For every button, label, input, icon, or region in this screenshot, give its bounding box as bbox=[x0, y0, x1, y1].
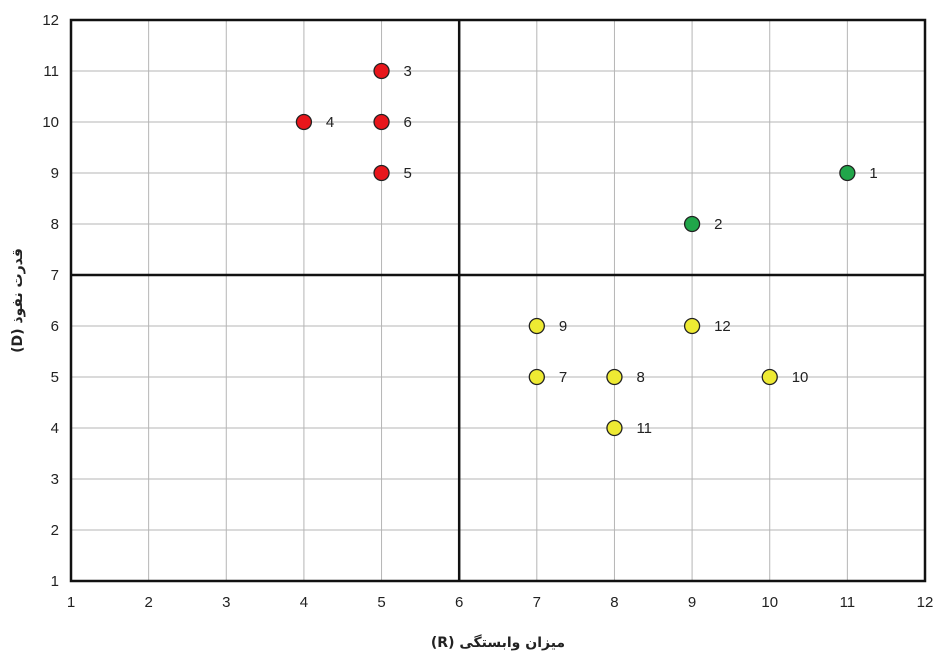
y-tick-label: 10 bbox=[42, 114, 59, 131]
y-tick-label: 8 bbox=[51, 216, 59, 233]
y-tick-label: 3 bbox=[51, 471, 59, 488]
data-point bbox=[295, 113, 313, 131]
x-tick-label: 4 bbox=[300, 594, 308, 611]
x-tick-labels: 1 2 3 4 5 6 7 8 9 10 11 12 bbox=[67, 594, 934, 611]
y-tick-label: 9 bbox=[51, 165, 59, 182]
x-tick-label: 12 bbox=[917, 594, 934, 611]
data-point-label: 3 bbox=[404, 63, 412, 80]
y-axis-title: قدرت نفوذ (D) bbox=[10, 248, 26, 353]
data-point bbox=[528, 317, 545, 335]
data-point-label: 1 bbox=[869, 165, 877, 182]
data-point bbox=[683, 317, 701, 335]
grid-lines bbox=[70, 19, 926, 582]
x-tick-label: 9 bbox=[688, 594, 696, 611]
data-point bbox=[761, 368, 778, 386]
y-tick-label: 12 bbox=[42, 12, 59, 29]
data-point-label: 9 bbox=[559, 318, 567, 335]
x-axis-title: میزان وابستگی (R) bbox=[431, 634, 565, 651]
y-tick-label: 6 bbox=[51, 318, 59, 335]
quadrant-dividers bbox=[71, 20, 925, 581]
data-point-label: 6 bbox=[404, 114, 412, 131]
y-tick-label: 11 bbox=[43, 63, 59, 80]
data-point-label: 4 bbox=[326, 114, 334, 131]
x-tick-label: 2 bbox=[144, 594, 152, 611]
data-point-label: 5 bbox=[404, 165, 412, 182]
y-tick-label: 1 bbox=[51, 573, 59, 590]
plot-frame bbox=[69, 18, 927, 583]
data-point bbox=[373, 62, 390, 80]
data-point bbox=[373, 113, 390, 131]
y-tick-label: 4 bbox=[51, 420, 59, 437]
x-tick-label: 7 bbox=[533, 594, 541, 611]
data-point bbox=[839, 164, 856, 182]
x-tick-label: 8 bbox=[610, 594, 618, 611]
data-point-label: 7 bbox=[559, 369, 567, 386]
data-point bbox=[683, 215, 701, 233]
x-tick-label: 11 bbox=[840, 594, 856, 611]
data-point bbox=[528, 368, 545, 386]
x-tick-label: 3 bbox=[222, 594, 230, 611]
data-point-label: 11 bbox=[636, 420, 652, 437]
data-point-label: 10 bbox=[792, 369, 809, 386]
x-tick-label: 6 bbox=[455, 594, 463, 611]
y-tick-label: 5 bbox=[51, 369, 59, 386]
data-point bbox=[606, 368, 623, 386]
data-point-label: 12 bbox=[714, 318, 731, 335]
x-tick-label: 10 bbox=[761, 594, 778, 611]
data-point-label: 2 bbox=[714, 216, 722, 233]
y-tick-label: 2 bbox=[51, 522, 59, 539]
x-tick-label: 5 bbox=[377, 594, 385, 611]
data-point bbox=[606, 419, 623, 437]
x-tick-label: 1 bbox=[67, 594, 75, 611]
y-tick-label: 7 bbox=[51, 267, 59, 284]
data-point bbox=[373, 164, 390, 182]
data-point-label: 8 bbox=[636, 369, 644, 386]
